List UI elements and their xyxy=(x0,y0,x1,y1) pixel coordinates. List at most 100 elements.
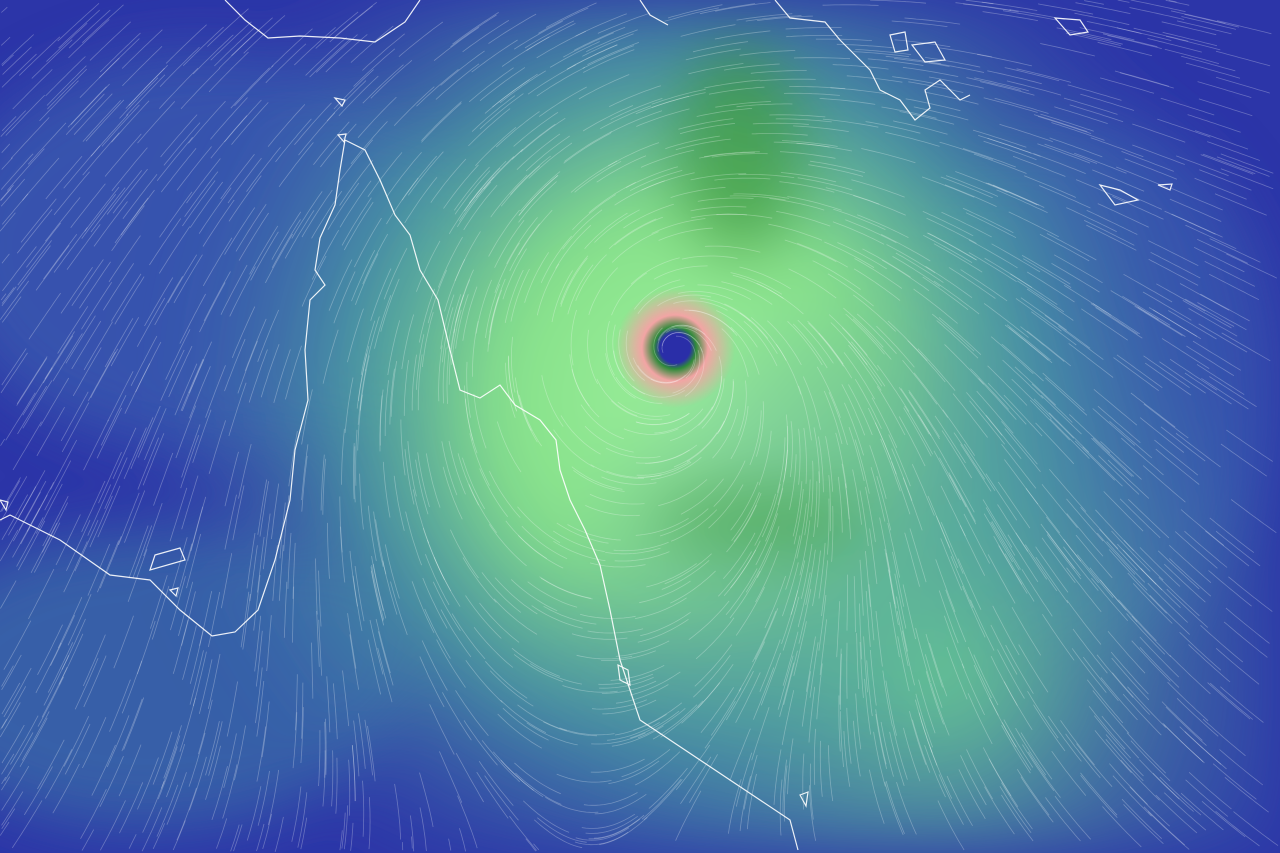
streamline xyxy=(1033,398,1075,439)
streamline xyxy=(1003,681,1033,731)
streamline xyxy=(779,779,783,836)
streamline xyxy=(468,108,511,147)
streamline xyxy=(421,640,448,691)
streamline xyxy=(1,287,15,304)
streamline xyxy=(739,312,778,355)
streamline xyxy=(208,420,226,475)
streamline xyxy=(224,338,246,392)
streamline xyxy=(937,47,993,58)
streamline xyxy=(680,756,712,805)
streamline xyxy=(111,100,150,143)
streamline xyxy=(601,650,656,661)
streamline xyxy=(517,506,561,544)
streamline xyxy=(918,414,948,464)
streamline xyxy=(871,397,898,448)
streamline xyxy=(30,522,58,573)
streamline xyxy=(81,829,95,851)
streamline xyxy=(1072,628,1108,674)
streamline xyxy=(1,34,34,65)
streamline xyxy=(404,449,415,505)
streamline xyxy=(1080,93,1135,111)
streamline xyxy=(490,174,528,218)
streamline xyxy=(339,180,372,228)
streamline xyxy=(163,725,182,779)
streamline xyxy=(358,346,370,402)
streamline xyxy=(208,592,220,648)
streamline xyxy=(864,678,872,735)
streamline xyxy=(1130,740,1171,782)
streamline xyxy=(412,489,430,544)
streamline xyxy=(1220,686,1264,723)
streamline xyxy=(813,427,820,484)
streamline xyxy=(832,64,889,70)
streamline xyxy=(892,551,905,607)
streamline xyxy=(378,631,394,686)
streamline xyxy=(958,769,986,819)
streamline xyxy=(231,17,273,56)
streamline xyxy=(250,231,279,281)
streamline xyxy=(352,745,356,802)
streamline xyxy=(231,306,256,358)
streamline xyxy=(205,365,226,418)
streamline xyxy=(83,321,113,371)
streamline xyxy=(509,223,540,272)
streamline xyxy=(611,400,663,420)
streamline xyxy=(885,680,897,736)
streamline xyxy=(479,602,520,643)
streamline xyxy=(371,564,385,620)
streamline xyxy=(122,46,163,87)
streamline xyxy=(1,193,29,225)
streamline xyxy=(798,428,801,485)
streamline xyxy=(1200,625,1244,663)
island xyxy=(0,499,9,512)
streamline xyxy=(1127,572,1167,614)
streamline xyxy=(450,14,497,48)
streamline xyxy=(787,321,823,366)
streamline xyxy=(0,184,14,201)
streamline xyxy=(1108,549,1148,591)
streamline xyxy=(389,368,395,425)
streamline xyxy=(1086,224,1137,251)
streamline xyxy=(563,32,614,58)
streamline xyxy=(411,836,413,849)
streamline xyxy=(301,682,304,739)
streamline xyxy=(42,496,69,547)
streamline xyxy=(800,543,813,599)
streamline xyxy=(991,243,1041,273)
streamline xyxy=(326,80,367,122)
streamline xyxy=(1089,567,1127,611)
streamline xyxy=(815,38,872,41)
streamline xyxy=(465,595,502,639)
streamline xyxy=(375,618,391,674)
streamline xyxy=(730,326,760,375)
streamline xyxy=(324,721,326,778)
streamline xyxy=(256,680,265,737)
streamline xyxy=(875,610,883,667)
streamline xyxy=(199,591,213,646)
streamline xyxy=(0,476,28,522)
streamline xyxy=(560,257,588,307)
streamline xyxy=(584,212,628,250)
streamline xyxy=(180,68,220,110)
streamline xyxy=(819,98,876,105)
streamline xyxy=(1008,326,1053,364)
streamline xyxy=(1110,186,1162,210)
streamline xyxy=(1020,776,1054,823)
streamline xyxy=(112,427,137,480)
streamline xyxy=(1123,804,1164,844)
streamline xyxy=(368,797,371,850)
streamline xyxy=(12,492,41,542)
streamline xyxy=(424,608,451,659)
streamline xyxy=(210,97,248,140)
streamline xyxy=(1118,599,1157,642)
streamline xyxy=(973,664,999,716)
streamline xyxy=(1001,421,1038,465)
streamline xyxy=(1205,530,1250,567)
streamline xyxy=(895,252,944,283)
streamline xyxy=(0,188,12,201)
streamline xyxy=(1003,719,1034,768)
streamline xyxy=(130,417,154,469)
streamline xyxy=(99,536,122,589)
